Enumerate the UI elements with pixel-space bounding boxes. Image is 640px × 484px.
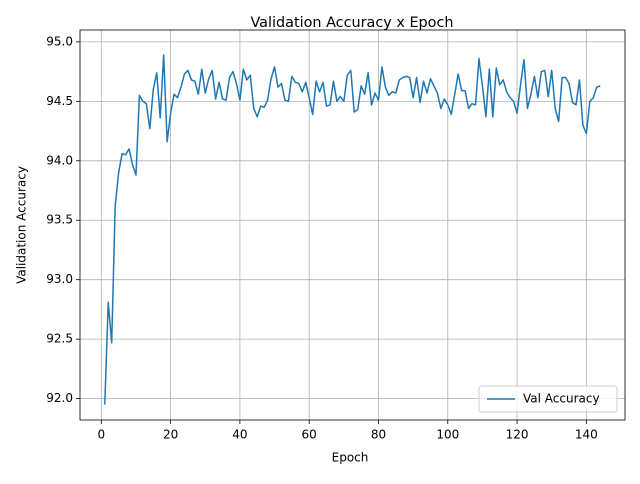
y-tick-label: 93.5 [46, 213, 73, 227]
y-tick-label: 94.5 [46, 94, 73, 108]
y-tick-label: 94.0 [46, 153, 73, 167]
y-tick-label: 92.0 [46, 391, 73, 405]
chart-title: Validation Accuracy x Epoch [250, 15, 453, 31]
y-tick-label: 95.0 [46, 34, 73, 48]
x-tick-label: 120 [506, 428, 529, 442]
plot-frame [79, 29, 626, 421]
y-tick-label: 92.5 [46, 332, 73, 346]
x-tick-label: 60 [302, 428, 317, 442]
x-tick-label: 40 [232, 428, 247, 442]
legend-box [478, 385, 618, 413]
x-tick-label: 100 [436, 428, 459, 442]
y-axis-label: Validation Accuracy [15, 166, 29, 284]
x-tick-label: 80 [371, 428, 386, 442]
x-tick-label: 140 [575, 428, 598, 442]
x-tick-label: 20 [163, 428, 178, 442]
line [104, 54, 601, 405]
x-axis-label: Epoch [332, 451, 369, 465]
x-tick-label: 0 [97, 428, 105, 442]
y-tick-label: 93.0 [46, 272, 73, 286]
legend-label: Val Accuracy [523, 392, 600, 406]
